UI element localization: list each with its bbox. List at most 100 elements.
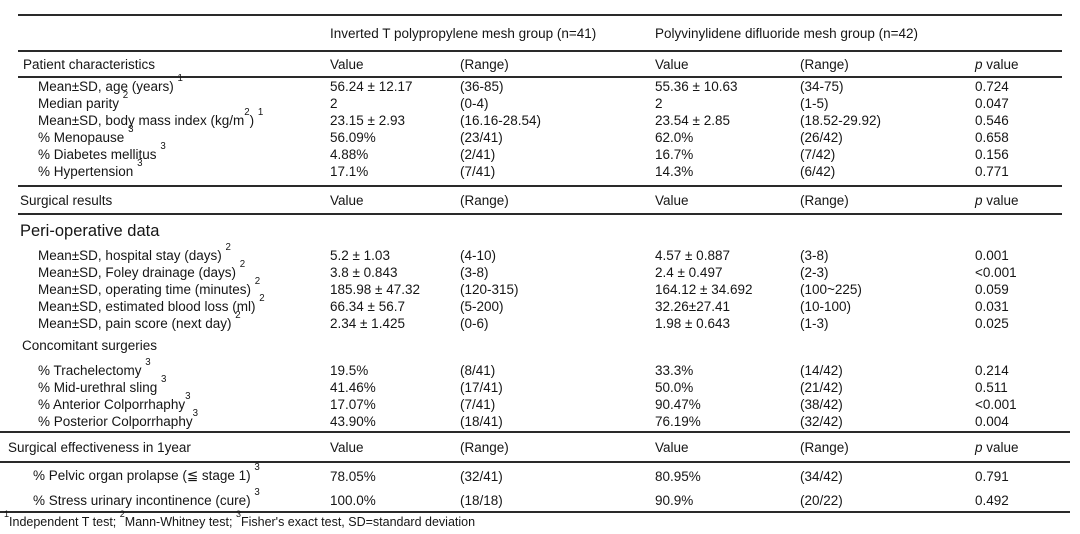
value-cell: 55.36 ± 10.63 — [655, 79, 738, 94]
table-row: Mean±SD, age (years) 1 56.24 ± 12.17 (36-8… — [0, 74, 1080, 95]
value-cell: 76.19% — [655, 414, 701, 429]
value-cell: 90.47% — [655, 397, 701, 412]
value-cell: 17.1% — [330, 164, 369, 179]
value-cell: 50.0% — [655, 380, 694, 395]
range-cell: (38/42) — [800, 397, 843, 412]
group-header-row: Inverted T polypropylene mesh group (n=4… — [0, 16, 1080, 50]
range-cell: (7/41) — [460, 164, 496, 179]
range-cell: (5-200) — [460, 299, 504, 314]
row-label: Mean±SD, Foley drainage (days) 2 — [38, 259, 246, 280]
value-cell: 2 — [655, 96, 663, 111]
value-cell: 78.05% — [330, 468, 376, 484]
value-cell: 185.98 ± 47.32 — [330, 282, 420, 297]
p-value-cell: <0.001 — [975, 397, 1017, 412]
value-cell: 56.24 ± 12.17 — [330, 79, 413, 94]
value-cell: 5.2 ± 1.03 — [330, 248, 390, 263]
range-cell: (18/18) — [460, 492, 503, 508]
rule — [18, 213, 1062, 215]
table-row: % Trachelectomy 3 19.5% (8/41) 33.3% (14/42)… — [0, 357, 1080, 379]
value-cell: 2.4 ± 0.497 — [655, 265, 723, 280]
p-value-col-header: p value — [975, 56, 1019, 72]
p-value-cell: 0.047 — [975, 96, 1009, 111]
value-cell: 43.90% — [330, 414, 376, 429]
p-value-cell: 0.724 — [975, 79, 1009, 94]
group1-header: Inverted T polypropylene mesh group (n=4… — [330, 25, 597, 41]
p-value-cell: 0.492 — [975, 492, 1009, 508]
value-cell: 2.34 ± 1.425 — [330, 316, 405, 331]
p-value-cell: 0.025 — [975, 316, 1009, 331]
range-cell: (18/41) — [460, 414, 503, 429]
p-value-cell: 0.004 — [975, 414, 1009, 429]
p-value-cell: 0.001 — [975, 248, 1009, 263]
range-cell: (18.52-29.92) — [800, 113, 882, 128]
value-cell: 90.9% — [655, 492, 694, 508]
range-cell: (7/41) — [460, 397, 496, 412]
subsection-title-concomitant-surgeries: Concomitant surgeries — [22, 337, 158, 353]
p-value-cell: <0.001 — [975, 265, 1017, 280]
value-cell: 66.34 ± 56.7 — [330, 299, 405, 314]
table-row: % Menopause 3 56.09% (23/41) 62.0% (26/42) 0.… — [0, 124, 1080, 146]
value-cell: 4.57 ± 0.887 — [655, 248, 730, 263]
table-row: % Anterior Colporrhaphy3 17.07% (7/41) 90.4… — [0, 391, 1080, 413]
rows-patient-characteristics: Mean±SD, age (years) 1 56.24 ± 12.17 (36-8… — [0, 74, 1080, 180]
value-col-header: Value — [655, 56, 689, 72]
value-cell: 1.98 ± 0.643 — [655, 316, 730, 331]
value-cell: 16.7% — [655, 147, 694, 162]
range-cell: (34/42) — [800, 468, 843, 484]
rule — [18, 76, 1062, 78]
table-footnote: 1Independent T test; 2Mann-Whitney test;… — [4, 508, 476, 529]
range-col-header: (Range) — [460, 192, 509, 208]
range-cell: (23/41) — [460, 130, 503, 145]
row-label: % Posterior Colporrhaphy3 — [38, 408, 198, 429]
range-col-header: (Range) — [800, 439, 849, 455]
table-row: Mean±SD, body mass index (kg/m2) 1 23.15 … — [0, 108, 1080, 129]
table-row: % Pelvic organ prolapse (≦ stage 1) 3 78.… — [0, 463, 1080, 489]
rows-concomitant-surgeries: % Trachelectomy 3 19.5% (8/41) 33.3% (14/42)… — [0, 357, 1080, 430]
section-label: Surgical effectiveness in 1year — [8, 439, 191, 455]
group2-header: Polyvinylidene difluoride mesh group (n=… — [655, 25, 919, 41]
p-value-cell: 0.059 — [975, 282, 1009, 297]
section-header-row-patient-characteristics: Patient characteristics Value (Range) Value… — [0, 52, 1080, 76]
range-col-header: (Range) — [800, 56, 849, 72]
value-col-header: Value — [330, 439, 364, 455]
p-value-cell: 0.031 — [975, 299, 1009, 314]
rule — [18, 50, 1062, 52]
row-label: % Mid-urethral sling 3 — [38, 374, 167, 395]
value-cell: 23.15 ± 2.93 — [330, 113, 405, 128]
value-cell: 56.09% — [330, 130, 376, 145]
table-row: Median parity 2 2 (0-4) 2 (1-5) 0.047 — [0, 90, 1080, 112]
range-col-header: (Range) — [460, 56, 509, 72]
row-label: % Trachelectomy 3 — [38, 357, 151, 378]
table-row: % Posterior Colporrhaphy3 43.90% (18/41) 76… — [0, 408, 1080, 430]
row-label: % Menopause 3 — [38, 124, 134, 145]
range-cell: (20/22) — [800, 492, 843, 508]
row-label: Mean±SD, estimated blood loss (ml) 2 — [38, 293, 265, 314]
row-label: % Anterior Colporrhaphy3 — [38, 391, 191, 412]
row-label: Mean±SD, pain score (next day) 2 — [38, 310, 241, 331]
row-label: % Diabetes mellitus 3 — [38, 141, 166, 162]
p-value-col-header: p value — [975, 192, 1019, 208]
range-cell: (7/42) — [800, 147, 836, 162]
range-cell: (3-8) — [800, 248, 829, 263]
table-row: Mean±SD, Foley drainage (days) 2 3.8 ± 0.… — [0, 259, 1080, 281]
rule-bottom — [0, 511, 1070, 513]
table-row: Mean±SD, operating time (minutes) 2 185.9… — [0, 277, 1080, 298]
value-col-header: Value — [655, 192, 689, 208]
rule — [0, 431, 1070, 433]
range-cell: (26/42) — [800, 130, 843, 145]
value-col-header: Value — [330, 56, 364, 72]
p-value-cell: 0.771 — [975, 164, 1009, 179]
range-cell: (4-10) — [460, 248, 497, 263]
row-label: Median parity 2 — [38, 90, 129, 111]
range-cell: (100~225) — [800, 282, 862, 297]
range-cell: (32/42) — [800, 414, 843, 429]
range-cell: (1-3) — [800, 316, 829, 331]
range-cell: (2-3) — [800, 265, 829, 280]
rule — [0, 461, 1070, 463]
section-label: Surgical results — [20, 192, 113, 208]
value-cell: 3.8 ± 0.843 — [330, 265, 398, 280]
value-cell: 33.3% — [655, 363, 694, 378]
value-col-header: Value — [330, 192, 364, 208]
range-cell: (10-100) — [800, 299, 852, 314]
